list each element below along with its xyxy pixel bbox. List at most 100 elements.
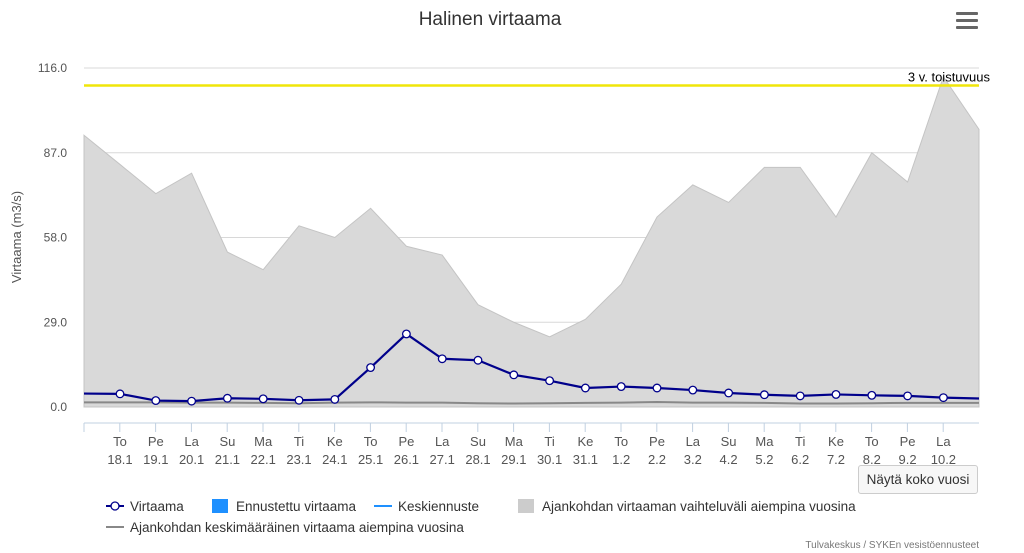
x-tick-date: 20.1 [179, 452, 204, 467]
x-tick-date: 25.1 [358, 452, 383, 467]
x-tick-day: Ma [755, 434, 774, 449]
series-line [83, 332, 980, 403]
data-point [366, 363, 376, 372]
x-tick-date: 5.2 [755, 452, 773, 467]
x-tick-date: 31.1 [573, 452, 598, 467]
legend-symbol [212, 499, 228, 513]
y-tick-label: 29.0 [44, 315, 68, 329]
range-area-layer [83, 75, 980, 408]
menu-bar [956, 26, 978, 29]
x-tick-day: Ke [327, 434, 343, 449]
y-tick-label: 116.0 [38, 61, 67, 75]
series-line [84, 401, 979, 405]
x-tick-date: 19.1 [143, 452, 168, 467]
legend-item[interactable]: Ajankohdan virtaaman vaihteluväli aiempi… [518, 499, 856, 514]
legend-label: Ajankohdan virtaaman vaihteluväli aiempi… [542, 499, 856, 514]
x-tick-date: 30.1 [537, 452, 562, 467]
x-tick-date: 18.1 [107, 452, 132, 467]
x-tick-day: Su [219, 434, 235, 449]
x-tick-day: To [113, 434, 127, 449]
x-tick-day: La [435, 434, 450, 449]
legend-item[interactable]: Ennustettu virtaama [212, 499, 357, 514]
x-tick-day: Su [470, 434, 486, 449]
x-tick-date: 9.2 [899, 452, 917, 467]
x-tick-date: 28.1 [465, 452, 490, 467]
x-tick-day: Ke [828, 434, 844, 449]
credit-text[interactable]: Tulvakeskus / SYKEn vesistöennusteet [805, 540, 979, 551]
x-tick-date: 23.1 [286, 452, 311, 467]
data-point [724, 388, 734, 398]
legend-label: Virtaama [130, 499, 184, 514]
x-tick-day: Pe [148, 434, 164, 449]
legend-item[interactable]: Virtaama [106, 499, 184, 514]
data-point [795, 391, 805, 401]
legend-symbol [518, 499, 534, 513]
data-point [545, 376, 555, 386]
chart-title: Halinen virtaama [419, 9, 562, 30]
data-point [831, 389, 841, 399]
x-tick-day: Pe [649, 434, 665, 449]
data-point [437, 354, 447, 364]
data-point [294, 395, 304, 405]
x-tick-day: La [686, 434, 701, 449]
y-tick-label: 0.0 [50, 400, 67, 414]
x-tick-day: To [614, 434, 628, 449]
menu-bar [956, 12, 978, 15]
x-tick-day: La [184, 434, 199, 449]
flow-line-layer [83, 329, 980, 406]
x-tick-date: 3.2 [684, 452, 702, 467]
data-point [330, 394, 340, 404]
data-point [903, 391, 913, 401]
menu-bar [956, 19, 978, 22]
legend: Virtaama Ennustettu virtaama Keskiennuste A… [106, 499, 856, 535]
show-full-year-button[interactable]: Näytä koko vuosi [858, 465, 978, 494]
x-tick-date: 6.2 [791, 452, 809, 467]
x-tick-date: 1.2 [612, 452, 630, 467]
x-tick-day: Ti [294, 434, 304, 449]
x-tick-date: 8.2 [863, 452, 881, 467]
y-axis-label: Virtaama (m3/s) [9, 191, 24, 283]
data-point [222, 393, 232, 403]
y-tick-label: 58.0 [44, 231, 68, 245]
threshold-layer: 3 v. toistuvuus [84, 70, 991, 87]
legend-item[interactable]: Keskiennuste [374, 499, 479, 514]
data-point [580, 383, 590, 393]
data-point [473, 355, 483, 365]
data-point [759, 390, 769, 400]
data-point [867, 390, 877, 400]
x-tick-day: Su [721, 434, 737, 449]
x-tick-date: 2.2 [648, 452, 666, 467]
x-tick-day: La [936, 434, 951, 449]
x-tick-day: To [865, 434, 879, 449]
legend-label: Ajankohdan keskimääräinen virtaama aiemp… [130, 520, 464, 535]
x-tick-day: Ti [795, 434, 805, 449]
x-tick-date: 10.2 [931, 452, 956, 467]
x-tick-date: 7.2 [827, 452, 845, 467]
threshold-label: 3 v. toistuvuus [908, 70, 991, 85]
data-point [258, 394, 268, 404]
y-axis-ticks: 0.0 29.0 58.0 87.0 116.0 [38, 61, 67, 414]
data-point [151, 396, 161, 406]
x-tick-day: Ma [505, 434, 524, 449]
x-tick-date: 21.1 [215, 452, 240, 467]
legend-item[interactable]: Ajankohdan keskimääräinen virtaama aiemp… [106, 520, 464, 535]
mean-line-layer [84, 401, 979, 405]
x-tick-date: 4.2 [720, 452, 738, 467]
data-point [509, 370, 519, 380]
x-tick-date: 26.1 [394, 452, 419, 467]
data-point [401, 329, 411, 339]
x-tick-date: 24.1 [322, 452, 347, 467]
legend-label: Keskiennuste [398, 499, 479, 514]
x-tick-day: Ma [254, 434, 273, 449]
data-point [616, 382, 626, 391]
legend-marker [110, 501, 120, 511]
data-point [652, 383, 662, 393]
x-axis: To 18.1 Pe 19.1 La 20.1 Su 21.1 Ma 22.1 Ti 23.1 Ke 24… [83, 422, 979, 467]
range-area [83, 75, 980, 408]
x-tick-day: Ke [577, 434, 593, 449]
y-tick-label: 87.0 [44, 146, 68, 160]
data-point [688, 385, 698, 395]
hamburger-menu-icon[interactable] [952, 8, 982, 34]
x-tick-date: 27.1 [430, 452, 455, 467]
